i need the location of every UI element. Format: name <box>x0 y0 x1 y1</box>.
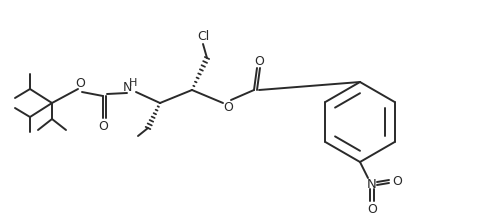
Text: O: O <box>75 77 85 90</box>
Text: O: O <box>392 174 402 187</box>
Text: O: O <box>223 101 233 114</box>
Text: O: O <box>254 55 264 68</box>
Text: O: O <box>98 119 108 132</box>
Text: N: N <box>122 81 132 94</box>
Text: H: H <box>129 78 137 88</box>
Text: O: O <box>367 202 377 216</box>
Text: N: N <box>367 178 377 191</box>
Text: Cl: Cl <box>197 29 209 42</box>
